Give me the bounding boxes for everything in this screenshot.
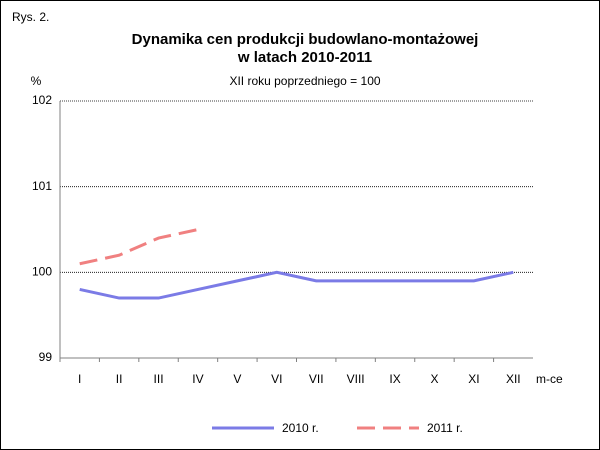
legend-label: 2010 r.: [282, 421, 319, 435]
chart-title: w latach 2010-2011: [237, 49, 372, 66]
x-tick-label: VI: [271, 372, 282, 386]
x-tick-label: IV: [192, 372, 203, 386]
legend-label: 2011 r.: [427, 421, 463, 435]
y-tick-label: 101: [32, 179, 52, 193]
y-tick-label: 102: [32, 93, 52, 107]
x-tick-label: VII: [309, 372, 324, 386]
chart-title: Dynamika cen produkcji budowlano-montażo…: [132, 31, 479, 48]
series-line: [79, 270, 514, 300]
x-tick-label: X: [430, 372, 438, 386]
y-tick-label: 100: [32, 265, 52, 279]
x-tick-label: VIII: [347, 372, 365, 386]
x-axis-label: m-ce: [536, 372, 563, 386]
x-tick-label: III: [154, 372, 164, 386]
x-tick-label: XII: [506, 372, 521, 386]
y-axis-label: %: [31, 74, 42, 88]
x-tick-label: I: [78, 372, 81, 386]
figure-label: Rys. 2.: [12, 10, 49, 24]
x-tick-label: IX: [389, 372, 400, 386]
series-line: [79, 228, 199, 266]
x-tick-label: V: [233, 372, 241, 386]
y-tick-label: 99: [39, 350, 53, 364]
x-tick-label: II: [116, 372, 123, 386]
chart-subtitle: XII roku poprzedniego = 100: [229, 74, 380, 88]
x-tick-label: XI: [468, 372, 479, 386]
